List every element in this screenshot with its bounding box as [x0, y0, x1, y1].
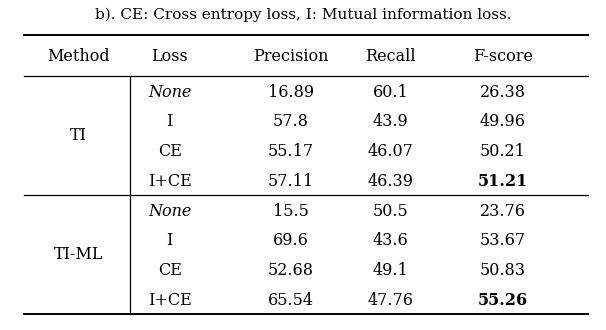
Text: 43.9: 43.9	[373, 114, 408, 130]
Text: I+CE: I+CE	[148, 173, 191, 190]
Text: TI-ML: TI-ML	[54, 246, 104, 263]
Text: 43.6: 43.6	[373, 232, 408, 249]
Text: 52.68: 52.68	[268, 262, 314, 279]
Text: Loss: Loss	[152, 48, 188, 65]
Text: 16.89: 16.89	[268, 84, 314, 101]
Text: 50.5: 50.5	[373, 203, 408, 219]
Text: 50.21: 50.21	[480, 143, 526, 160]
Text: CE: CE	[158, 262, 182, 279]
Text: 60.1: 60.1	[373, 84, 408, 101]
Text: 26.38: 26.38	[480, 84, 526, 101]
Text: 49.96: 49.96	[480, 114, 526, 130]
Text: b). CE: Cross entropy loss, I: Mutual information loss.: b). CE: Cross entropy loss, I: Mutual in…	[95, 8, 511, 22]
Text: F-score: F-score	[473, 48, 533, 65]
Text: 65.54: 65.54	[268, 292, 314, 309]
Text: 47.76: 47.76	[368, 292, 414, 309]
Text: 53.67: 53.67	[480, 232, 526, 249]
Text: TI: TI	[70, 127, 87, 144]
Text: I: I	[167, 232, 173, 249]
Text: I+CE: I+CE	[148, 292, 191, 309]
Text: I: I	[167, 114, 173, 130]
Text: None: None	[148, 203, 191, 219]
Text: Method: Method	[47, 48, 110, 65]
Text: 50.83: 50.83	[480, 262, 526, 279]
Text: 51.21: 51.21	[478, 173, 528, 190]
Text: None: None	[148, 84, 191, 101]
Text: 46.07: 46.07	[368, 143, 414, 160]
Text: 46.39: 46.39	[368, 173, 414, 190]
Text: 23.76: 23.76	[480, 203, 526, 219]
Text: Recall: Recall	[365, 48, 416, 65]
Text: 57.8: 57.8	[273, 114, 309, 130]
Text: 55.26: 55.26	[478, 292, 528, 309]
Text: 15.5: 15.5	[273, 203, 309, 219]
Text: 49.1: 49.1	[373, 262, 408, 279]
Text: 55.17: 55.17	[268, 143, 314, 160]
Text: 57.11: 57.11	[268, 173, 314, 190]
Text: 69.6: 69.6	[273, 232, 309, 249]
Text: CE: CE	[158, 143, 182, 160]
Text: Precision: Precision	[253, 48, 328, 65]
